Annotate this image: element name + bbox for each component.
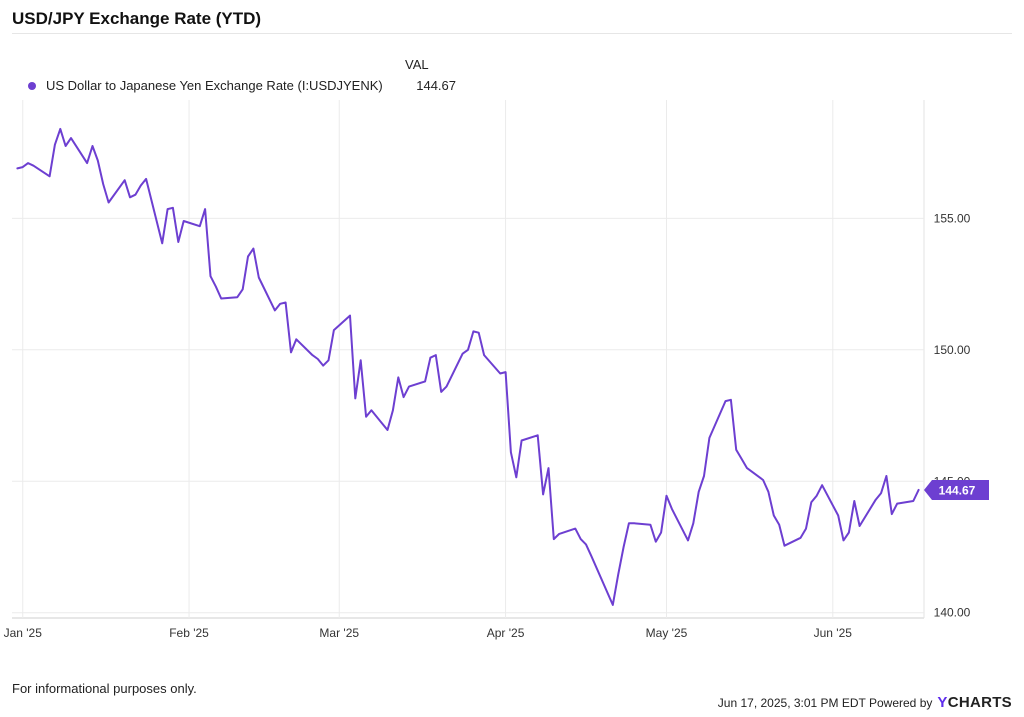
series-line-usdjpy [16,127,920,606]
last-value-marker: 144.67 [924,479,989,500]
last-value-label: 144.67 [939,483,976,497]
y-tick-label: 150.00 [934,343,971,357]
ycharts-logo[interactable]: YCHARTS [937,694,1012,711]
legend-series-dot [28,81,36,90]
x-tick-label: Mar '25 [319,626,359,640]
legend-series-value: 144.67 [416,78,456,93]
legend-series-name: US Dollar to Japanese Yen Exchange Rate … [46,78,383,93]
y-tick-label: 140.00 [934,606,971,620]
timestamp-text: Jun 17, 2025, 3:01 PM EDT Powered by [717,695,933,710]
chart-grid [12,100,925,619]
chart-title: USD/JPY Exchange Rate (YTD) [12,9,262,28]
ycharts-logo-y: Y [937,694,948,711]
ycharts-logo-text: CHARTS [947,694,1012,711]
x-tick-label: Jan '25 [4,626,43,640]
y-tick-label: 155.00 [934,211,971,225]
title-divider [12,33,1012,34]
disclaimer-text: For informational purposes only. [12,681,197,696]
x-tick-label: Apr '25 [487,626,525,640]
last-value-flag [924,479,989,500]
legend-entry[interactable]: US Dollar to Japanese Yen Exchange Rate … [28,78,456,93]
x-tick-label: Feb '25 [169,626,209,640]
legend-value-header: VAL [405,57,429,72]
x-axis-ticks: Jan '25 Feb '25 Mar '25 Apr '25 May '25 Jun '… [4,626,853,640]
footer-attribution: Jun 17, 2025, 3:01 PM EDT Powered by YCH… [718,694,1012,711]
x-tick-label: May '25 [646,626,688,640]
series-layer [16,127,920,606]
x-tick-label: Jun '25 [814,626,853,640]
